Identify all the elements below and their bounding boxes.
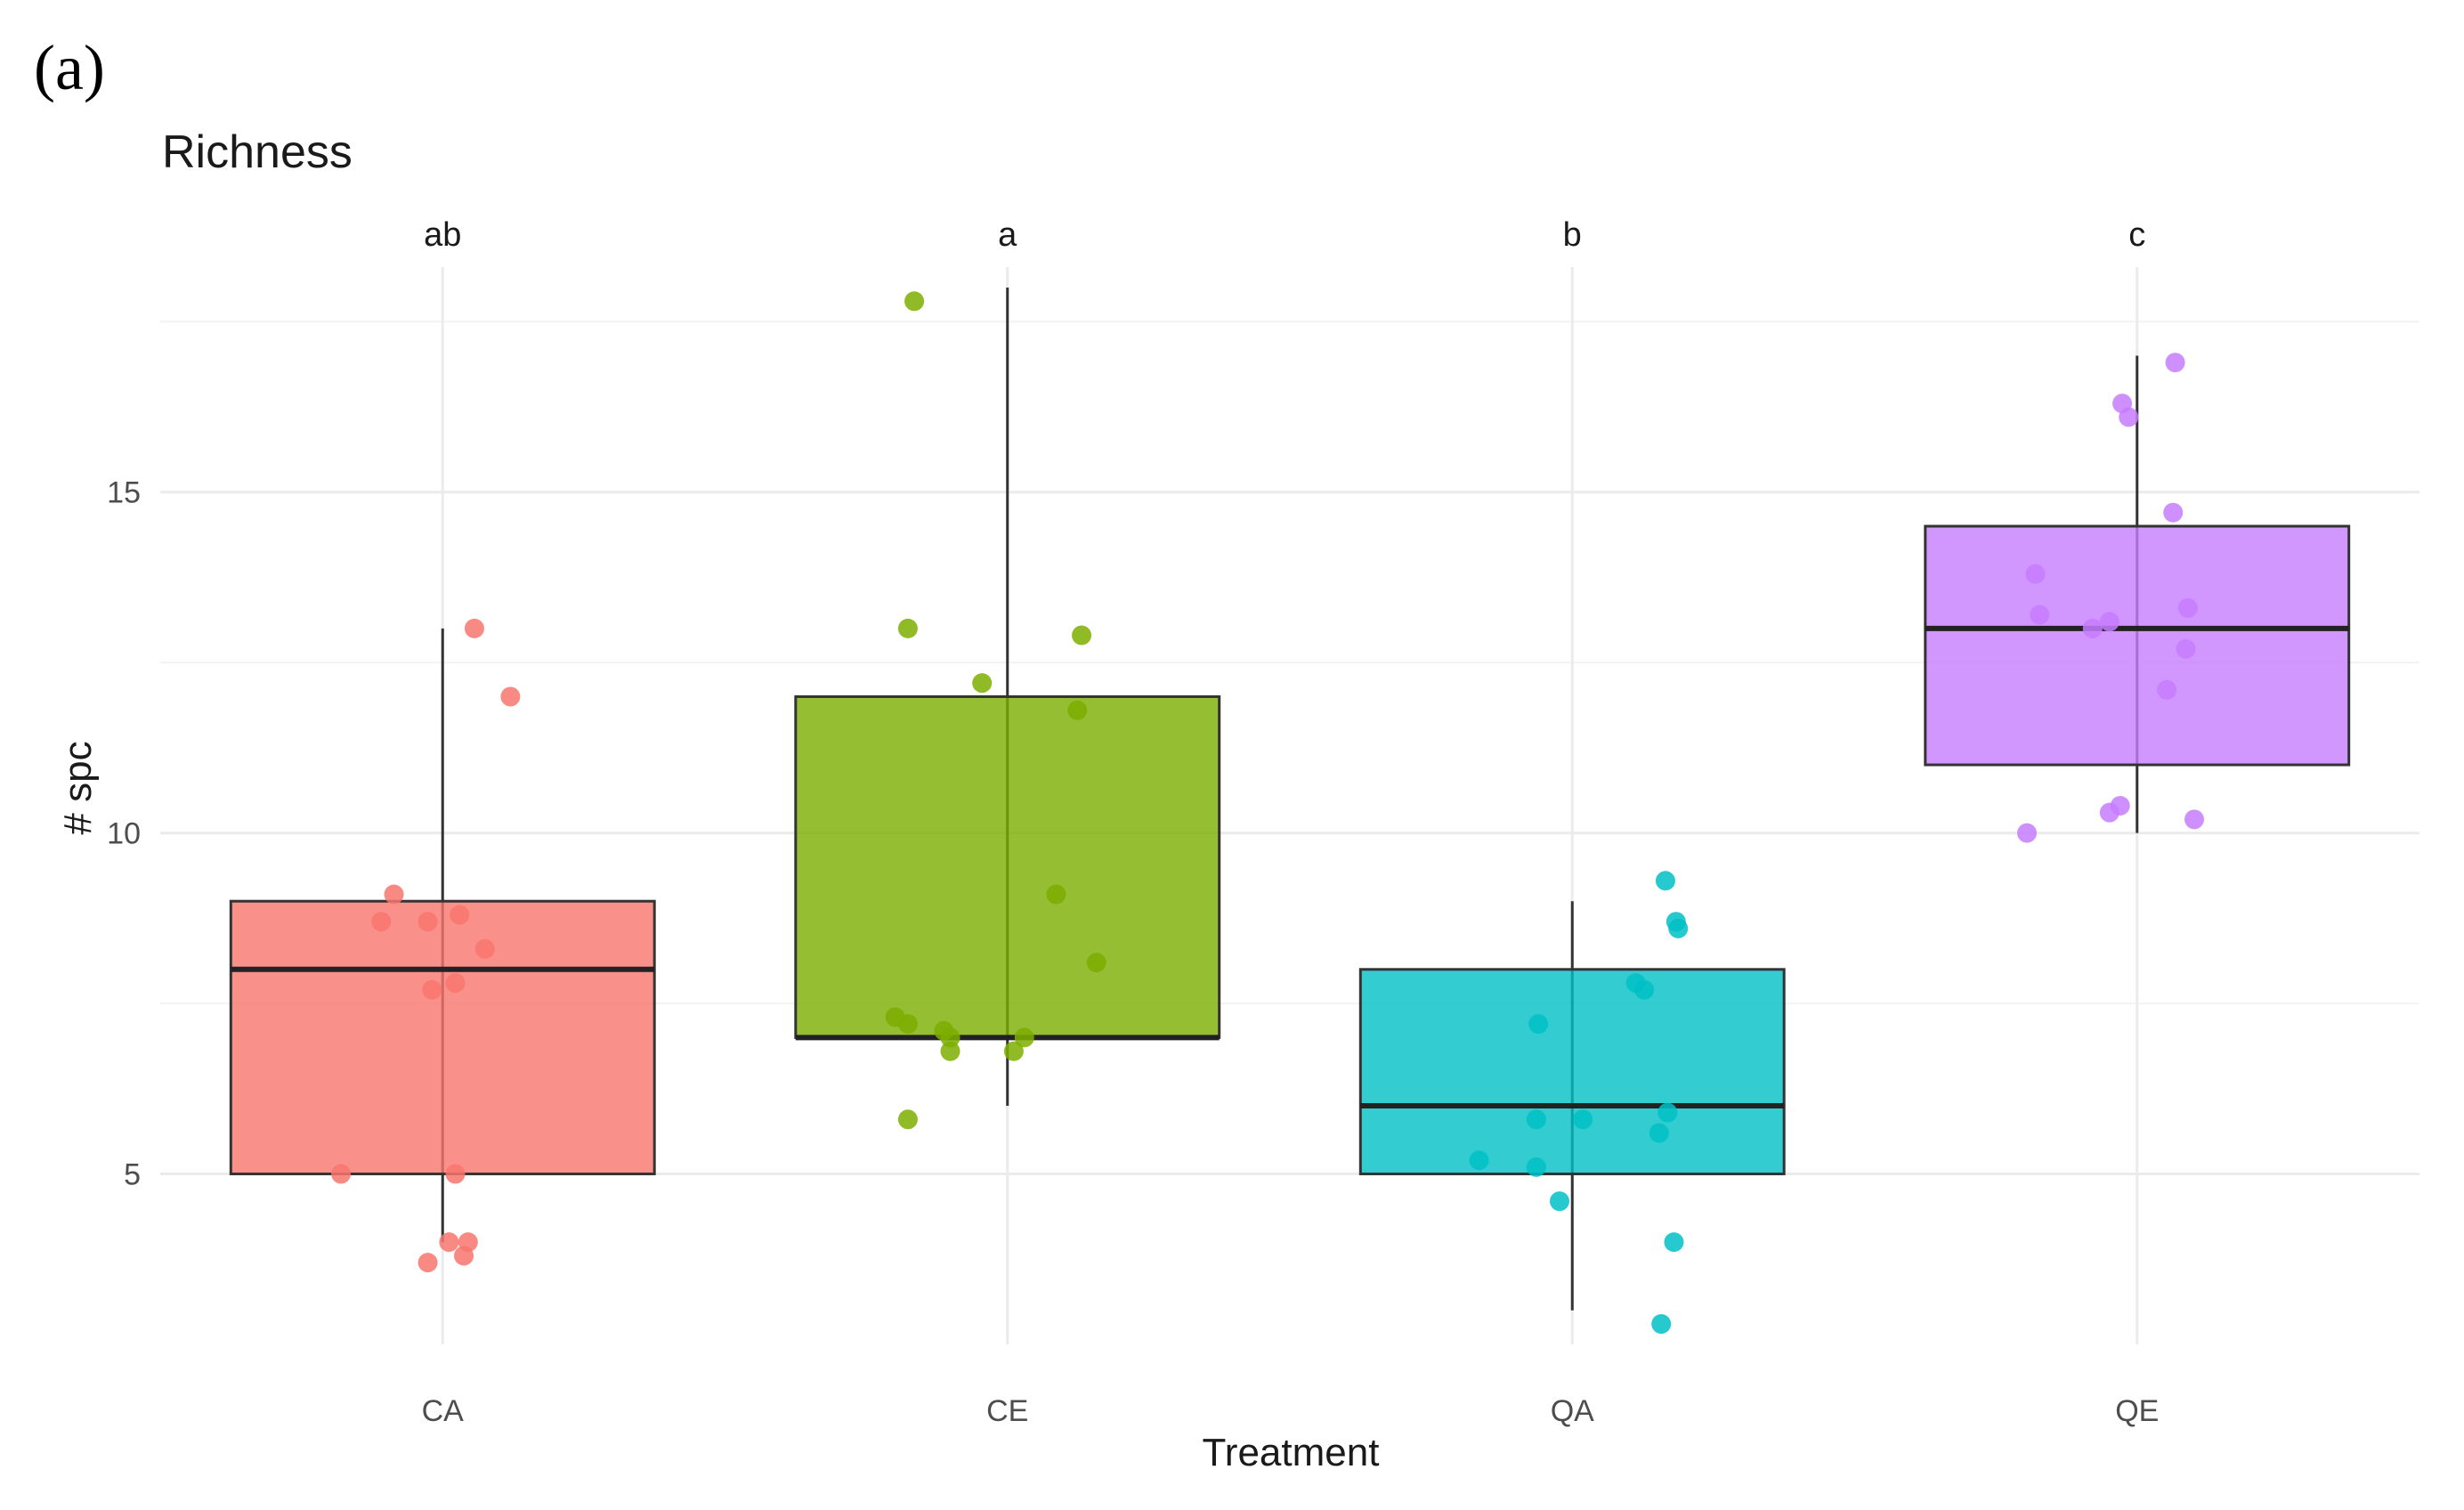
x-tick-label-qe: QE <box>2115 1394 2159 1428</box>
point-ca-8 <box>445 973 466 994</box>
point-ca-15 <box>417 1253 438 1273</box>
point-ca-4 <box>371 912 392 932</box>
point-qe-4 <box>2163 502 2184 523</box>
point-qe-10 <box>2176 638 2196 659</box>
grid <box>160 267 2419 1344</box>
point-qe-5 <box>2025 564 2046 584</box>
point-qe-8 <box>2099 612 2120 632</box>
point-qe-3 <box>2119 407 2139 427</box>
box-qa <box>1358 968 1786 1176</box>
x-tick-label-ce: CE <box>986 1394 1028 1428</box>
point-ce-13 <box>940 1027 960 1048</box>
point-ca-9 <box>422 979 442 1000</box>
y-tick-label-10: 10 <box>107 817 141 851</box>
y-tick-label-5: 5 <box>124 1158 141 1192</box>
significance-letter-qa: b <box>1563 216 1582 254</box>
boxes <box>229 287 2351 1311</box>
point-qa-13 <box>1549 1191 1569 1212</box>
point-qa-9 <box>1573 1109 1593 1130</box>
point-ce-1 <box>904 291 925 312</box>
point-ce-12 <box>1014 1027 1034 1048</box>
point-ca-6 <box>450 905 470 925</box>
point-ca-2 <box>500 686 521 707</box>
significance-letter-qe: c <box>2128 216 2145 254</box>
point-ce-3 <box>1072 625 1092 645</box>
point-qe-13 <box>2099 802 2120 823</box>
point-ca-12 <box>331 1164 352 1184</box>
point-qa-15 <box>1651 1314 1672 1335</box>
point-ce-4 <box>972 673 993 694</box>
significance-letter-ce: a <box>998 216 1017 254</box>
point-qe-11 <box>2157 679 2177 700</box>
data-points <box>331 291 2204 1335</box>
point-qa-8 <box>1526 1109 1546 1130</box>
chart-title: Richness <box>162 126 353 178</box>
box-ca <box>229 899 656 1176</box>
point-qe-7 <box>2030 605 2050 625</box>
point-ca-5 <box>417 912 438 932</box>
point-qa-11 <box>1469 1150 1489 1171</box>
point-qa-14 <box>1664 1232 1684 1253</box>
point-ca-1 <box>464 618 484 638</box>
point-ce-6 <box>1046 884 1066 905</box>
point-qa-5 <box>1625 973 1646 994</box>
point-qe-15 <box>2017 823 2038 843</box>
point-ce-9 <box>897 1014 918 1035</box>
point-ca-3 <box>384 884 404 905</box>
x-tick-label-ca: CA <box>422 1394 465 1428</box>
y-axis-title: # spc <box>56 741 100 834</box>
point-ce-14 <box>897 1109 918 1130</box>
point-ce-7 <box>1086 953 1106 973</box>
y-tick-label-15: 15 <box>107 476 141 510</box>
point-qa-6 <box>1528 1014 1549 1035</box>
point-qa-12 <box>1526 1157 1546 1177</box>
point-qe-9 <box>2082 618 2103 638</box>
point-qe-14 <box>2184 809 2204 830</box>
point-ca-13 <box>439 1232 459 1253</box>
point-qa-10 <box>1649 1123 1669 1143</box>
point-ce-2 <box>897 618 918 638</box>
point-qe-1 <box>2165 353 2185 373</box>
point-qa-3 <box>1668 918 1689 938</box>
point-ce-15 <box>1003 1041 1024 1061</box>
x-tick-label-qa: QA <box>1551 1394 1594 1428</box>
box-qe <box>1924 524 2351 767</box>
point-ca-14 <box>454 1246 474 1266</box>
panel-label: (a) <box>34 32 105 103</box>
point-ca-10 <box>445 1164 466 1184</box>
point-ca-7 <box>474 938 495 959</box>
point-ce-5 <box>1067 700 1088 720</box>
x-axis-title: Treatment <box>1203 1431 1380 1474</box>
point-qe-6 <box>2177 597 2198 618</box>
point-qa-1 <box>1655 871 1675 891</box>
box-ce <box>794 694 1221 1039</box>
point-qa-7 <box>1658 1102 1678 1123</box>
point-ce-11 <box>940 1041 960 1061</box>
significance-letter-ca: ab <box>424 216 461 254</box>
